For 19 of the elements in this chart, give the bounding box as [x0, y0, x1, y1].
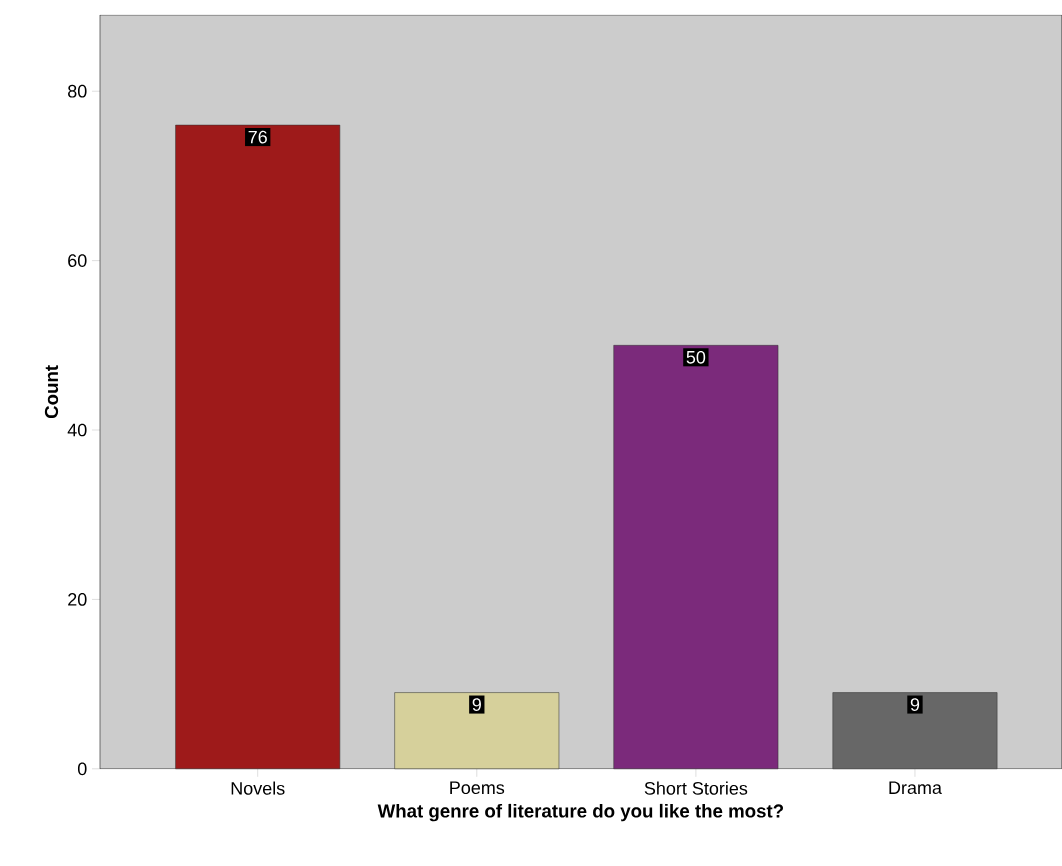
x-tick-label: Novels: [231, 781, 285, 795]
bar: [613, 345, 779, 770]
data-label: 9: [472, 698, 481, 712]
y-tick-label: 0: [77, 762, 87, 776]
data-label: 9: [910, 698, 920, 712]
x-tick-label: Short Stories: [644, 781, 748, 795]
data-label: 50: [686, 351, 706, 364]
bar: [394, 692, 560, 770]
x-axis-title: What genre of literature do you like the most?: [377, 803, 784, 822]
y-axis-title: Count: [44, 365, 59, 419]
y-tick-label: 80: [68, 84, 87, 98]
x-tick-label: Drama: [889, 781, 942, 795]
bar: [832, 692, 998, 770]
y-tick-label: 20: [68, 593, 87, 606]
bar: [175, 124, 341, 770]
y-tick-label: 60: [68, 254, 87, 268]
x-tick-label: Poems: [450, 781, 505, 795]
data-label: 76: [248, 130, 267, 144]
y-tick-label: 40: [67, 423, 87, 437]
